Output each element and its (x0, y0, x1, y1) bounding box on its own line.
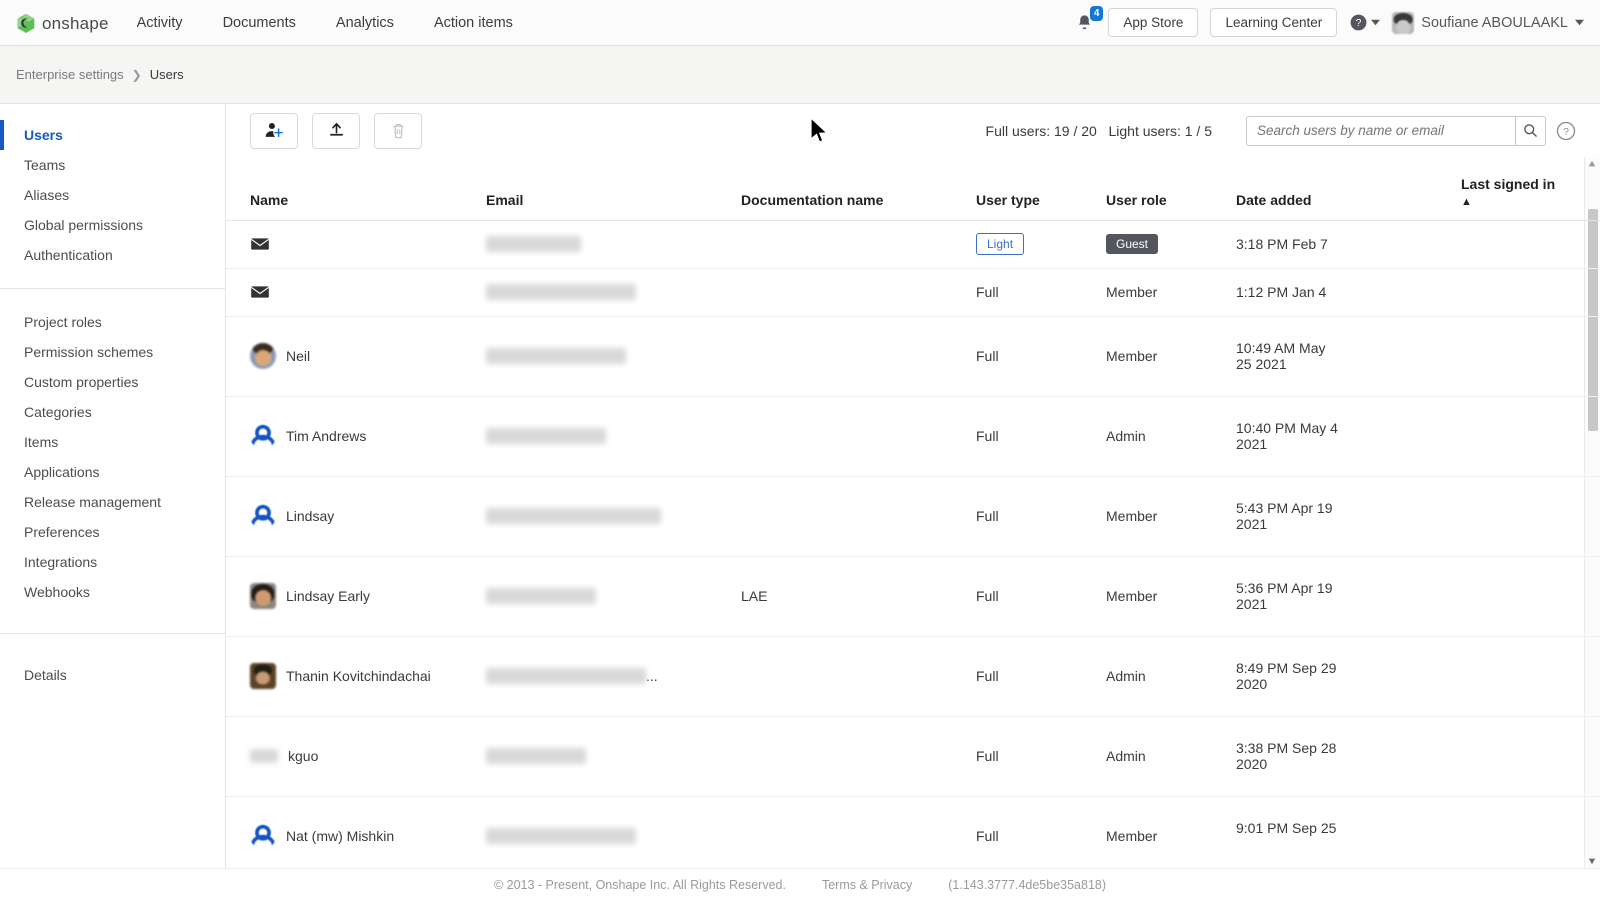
svg-text:?: ? (1356, 18, 1362, 29)
svg-text:?: ? (1563, 126, 1569, 137)
